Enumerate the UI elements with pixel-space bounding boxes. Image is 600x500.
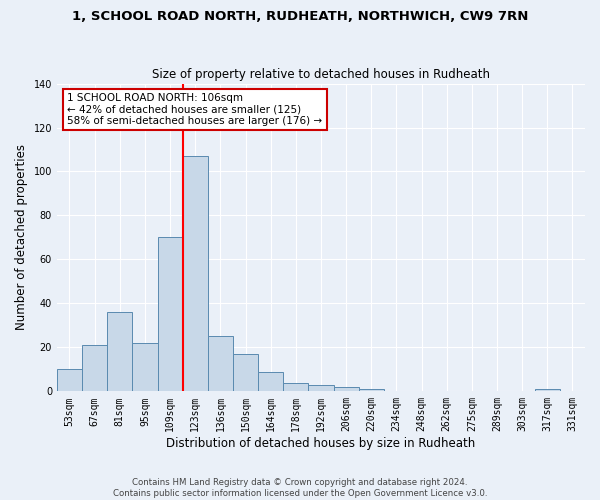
Bar <box>535 389 560 392</box>
Bar <box>359 389 384 392</box>
Bar <box>208 336 233 392</box>
Bar <box>182 156 208 392</box>
Text: 1 SCHOOL ROAD NORTH: 106sqm
← 42% of detached houses are smaller (125)
58% of se: 1 SCHOOL ROAD NORTH: 106sqm ← 42% of det… <box>67 93 323 126</box>
Bar <box>283 382 308 392</box>
X-axis label: Distribution of detached houses by size in Rudheath: Distribution of detached houses by size … <box>166 437 476 450</box>
Bar <box>57 370 82 392</box>
Bar <box>233 354 258 392</box>
Text: Contains HM Land Registry data © Crown copyright and database right 2024.
Contai: Contains HM Land Registry data © Crown c… <box>113 478 487 498</box>
Text: 1, SCHOOL ROAD NORTH, RUDHEATH, NORTHWICH, CW9 7RN: 1, SCHOOL ROAD NORTH, RUDHEATH, NORTHWIC… <box>72 10 528 23</box>
Bar <box>133 343 158 392</box>
Title: Size of property relative to detached houses in Rudheath: Size of property relative to detached ho… <box>152 68 490 81</box>
Bar <box>334 387 359 392</box>
Bar <box>258 372 283 392</box>
Bar <box>158 238 182 392</box>
Y-axis label: Number of detached properties: Number of detached properties <box>15 144 28 330</box>
Bar <box>82 345 107 392</box>
Bar <box>107 312 133 392</box>
Bar <box>308 384 334 392</box>
